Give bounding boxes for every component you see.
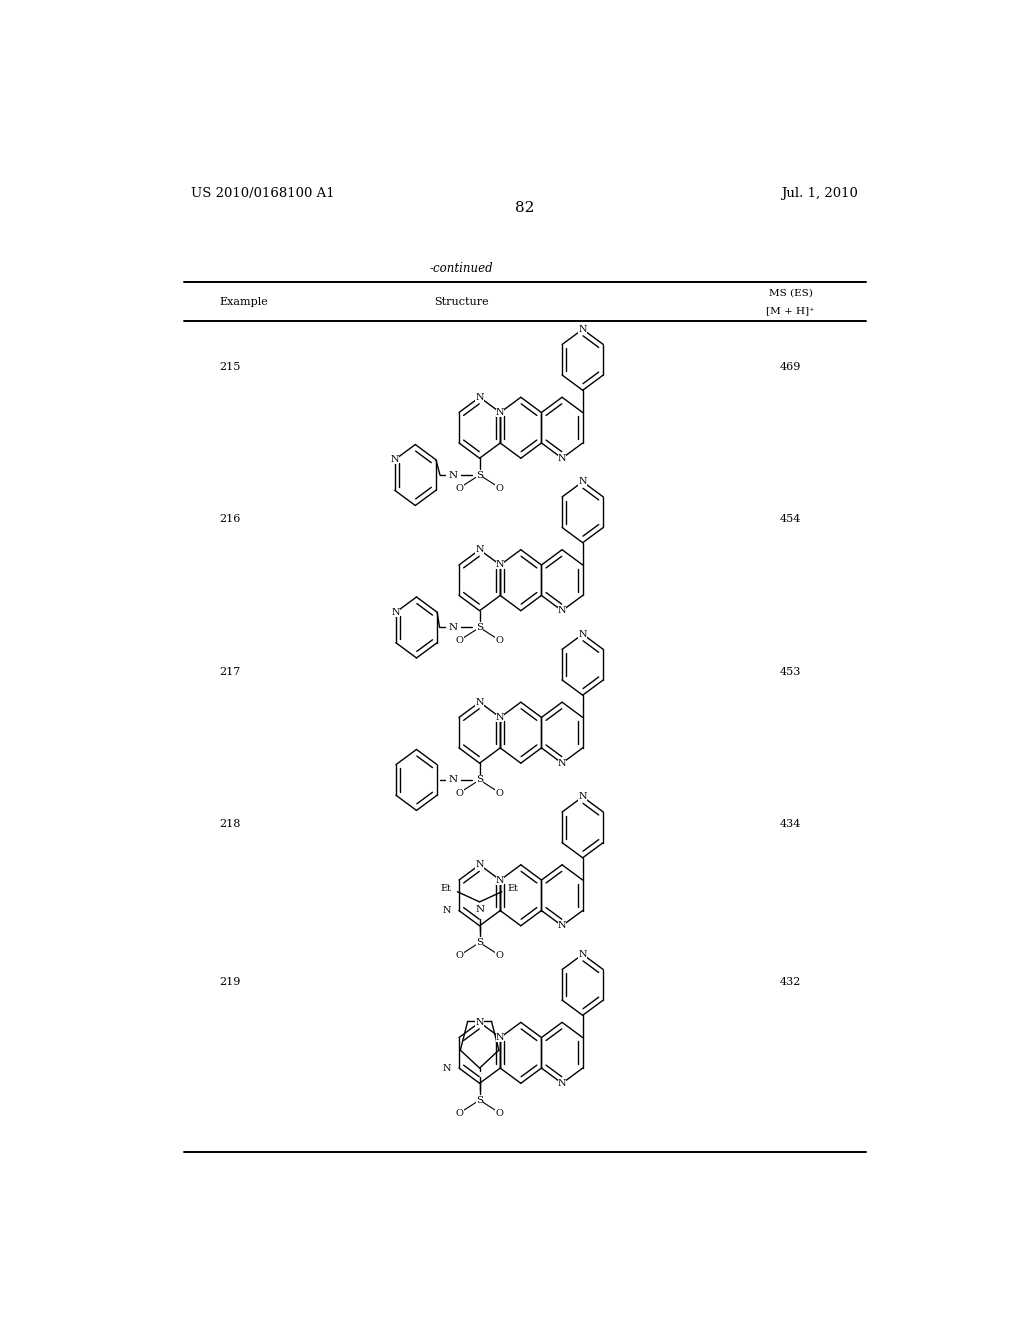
Text: S: S [476,470,483,479]
Text: -continued: -continued [429,261,494,275]
Text: O: O [456,788,464,797]
Text: N: N [475,698,484,706]
Text: O: O [496,483,504,492]
Text: O: O [496,636,504,645]
Text: N: N [475,1018,484,1027]
Text: N: N [558,921,566,931]
Text: N: N [496,1034,505,1041]
Text: N: N [449,623,458,632]
Text: N: N [442,906,452,915]
Text: O: O [456,636,464,645]
Text: 469: 469 [780,362,802,372]
Text: N: N [579,630,587,639]
Text: N: N [579,792,587,801]
Text: Jul. 1, 2010: Jul. 1, 2010 [781,187,858,201]
Text: N: N [496,713,505,722]
Text: N: N [475,861,484,870]
Text: S: S [476,775,483,784]
Text: 434: 434 [780,820,802,829]
Text: S: S [476,939,483,946]
Text: N: N [579,950,587,958]
Text: 82: 82 [515,201,535,215]
Text: N: N [475,904,484,913]
Text: O: O [496,1109,504,1118]
Text: N: N [496,408,505,417]
Text: N: N [579,325,587,334]
Text: Example: Example [219,297,268,306]
Text: MS (ES): MS (ES) [769,288,813,297]
Text: O: O [496,952,504,960]
Text: N: N [579,478,587,486]
Text: N: N [558,759,566,768]
Text: N: N [449,775,458,784]
Text: N: N [558,454,566,463]
Text: N: N [449,470,458,479]
Text: N: N [558,1078,566,1088]
Text: N: N [391,607,400,616]
Text: 453: 453 [780,667,802,677]
Text: S: S [476,623,483,632]
Text: 454: 454 [780,515,802,524]
Text: O: O [456,483,464,492]
Text: Structure: Structure [434,297,488,306]
Text: N: N [390,455,399,465]
Text: Et: Et [507,884,518,894]
Text: N: N [558,606,566,615]
Text: 215: 215 [219,362,241,372]
Text: N: N [442,1064,452,1073]
Text: [M + H]⁺: [M + H]⁺ [766,306,815,315]
Text: 217: 217 [219,667,241,677]
Text: N: N [475,545,484,554]
Text: N: N [475,393,484,401]
Text: O: O [496,788,504,797]
Text: N: N [496,875,505,884]
Text: O: O [456,1109,464,1118]
Text: 218: 218 [219,820,241,829]
Text: US 2010/0168100 A1: US 2010/0168100 A1 [191,187,335,201]
Text: 432: 432 [780,977,802,986]
Text: S: S [476,1096,483,1105]
Text: Et: Et [440,884,452,894]
Text: N: N [496,561,505,569]
Text: 216: 216 [219,515,241,524]
Text: O: O [456,952,464,960]
Text: 219: 219 [219,977,241,986]
